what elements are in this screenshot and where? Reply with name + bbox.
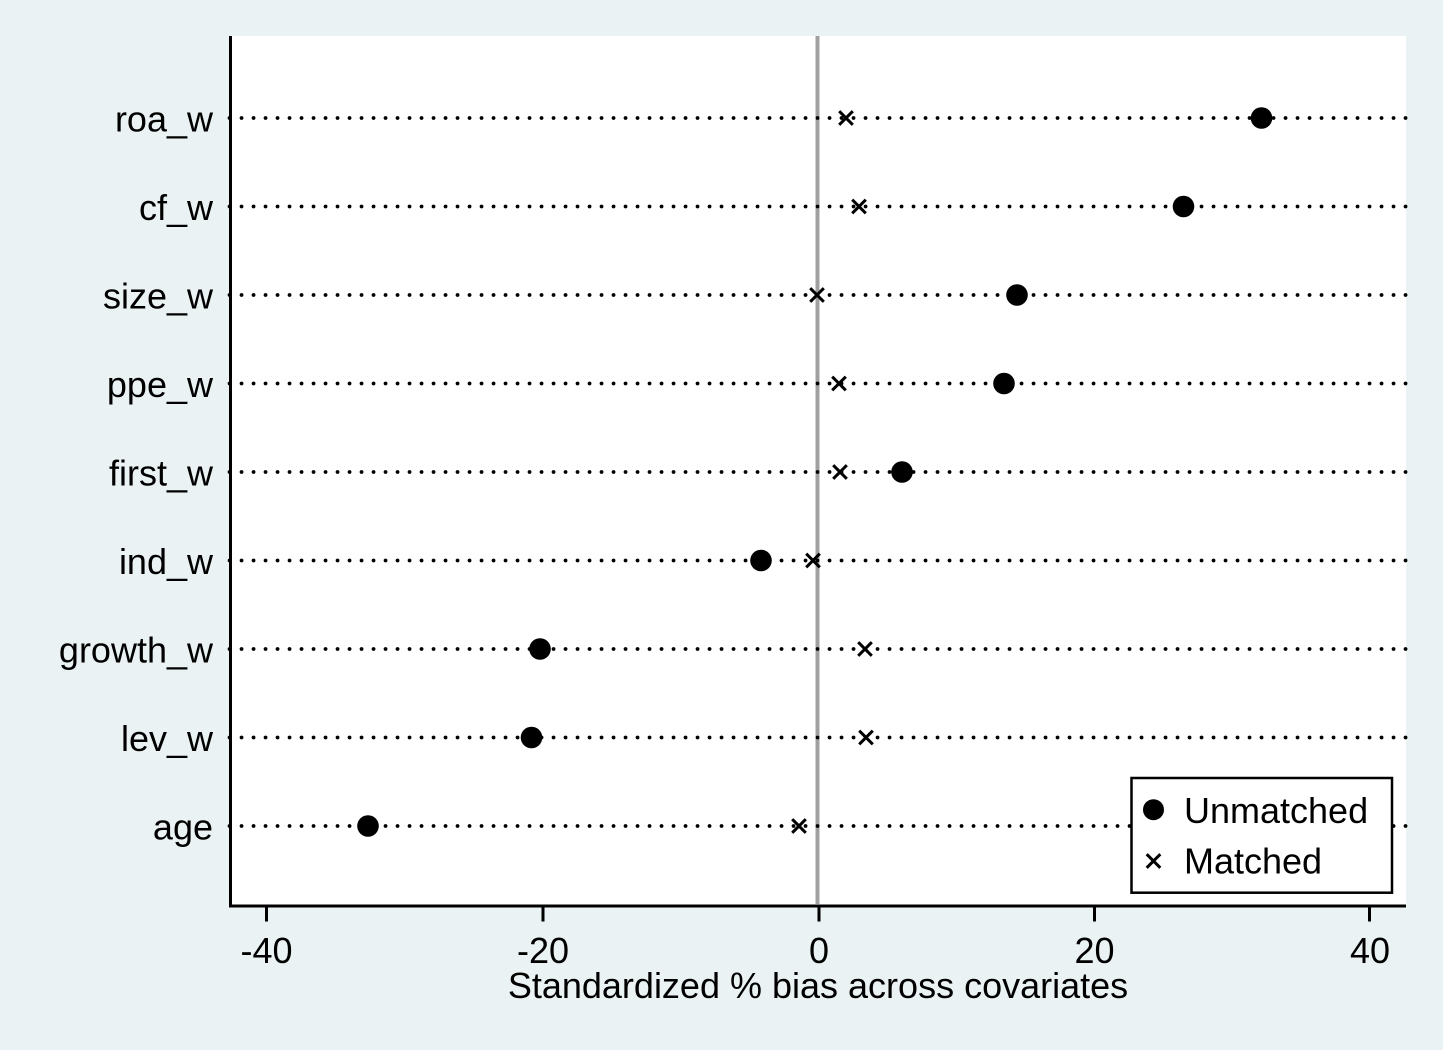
svg-text:Unmatched: Unmatched [1184, 790, 1368, 831]
svg-text:cf_w: cf_w [139, 187, 214, 228]
svg-text:0: 0 [809, 930, 829, 971]
svg-text:growth_w: growth_w [59, 630, 214, 671]
svg-text:age: age [153, 807, 213, 848]
svg-text:roa_w: roa_w [115, 99, 214, 140]
svg-text:lev_w: lev_w [121, 718, 214, 759]
svg-text:-40: -40 [240, 930, 292, 971]
svg-text:40: 40 [1350, 930, 1390, 971]
svg-text:Matched: Matched [1184, 841, 1322, 882]
svg-text:-20: -20 [517, 930, 569, 971]
svg-text:first_w: first_w [109, 453, 214, 494]
svg-text:20: 20 [1074, 930, 1114, 971]
svg-text:Standardized % bias across cov: Standardized % bias across covariates [508, 965, 1128, 1006]
svg-text:size_w: size_w [103, 276, 214, 317]
svg-text:ind_w: ind_w [119, 541, 214, 582]
svg-text:ppe_w: ppe_w [107, 364, 214, 405]
